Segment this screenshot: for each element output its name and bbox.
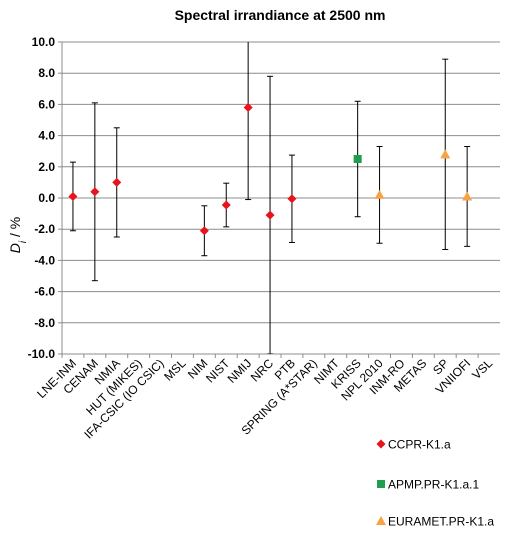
- y-tick-label: -2.0: [34, 222, 55, 236]
- marker: [440, 149, 451, 159]
- x-tick-label: NRC: [248, 356, 277, 385]
- legend-marker: [376, 439, 386, 449]
- legend-marker: [377, 480, 385, 488]
- marker: [90, 187, 100, 197]
- x-tick-label: MSL: [161, 356, 189, 384]
- marker: [287, 194, 297, 204]
- legend-label: APMP.PR-K1.a.1: [388, 478, 479, 492]
- y-tick-label: -6.0: [34, 285, 55, 299]
- marker: [68, 191, 78, 201]
- plot-area: [68, 42, 473, 354]
- marker: [353, 155, 362, 163]
- legend-marker: [376, 516, 386, 525]
- marker: [374, 189, 385, 199]
- marker: [243, 103, 253, 113]
- y-tick-label: 2.0: [38, 160, 55, 174]
- y-tick-label: 4.0: [38, 129, 55, 143]
- y-label-symbol: D: [7, 243, 23, 253]
- y-tick-label: 0.0: [38, 191, 55, 205]
- y-label-subscript: i: [18, 240, 29, 243]
- y-axis-label: Di / %: [7, 217, 29, 253]
- marker: [221, 200, 231, 210]
- y-tick-label: 6.0: [38, 97, 55, 111]
- y-tick-label: -4.0: [34, 253, 55, 267]
- chart-title: Spectral irrandiance at 2500 nm: [175, 7, 386, 23]
- marker: [462, 191, 473, 201]
- marker: [265, 210, 275, 220]
- x-tick-label: VSL: [469, 356, 495, 382]
- marker: [199, 226, 209, 236]
- y-tick-label: 8.0: [38, 66, 55, 80]
- y-tick-label: -10.0: [28, 347, 56, 361]
- x-tick-label: NMIJ: [225, 356, 255, 386]
- legend-label: CCPR-K1.a: [388, 438, 451, 452]
- legend-label: EURAMET.PR-K1.a: [388, 515, 494, 529]
- y-tick-label: 10.0: [32, 35, 56, 49]
- marker: [112, 177, 122, 187]
- y-label-unit: / %: [7, 217, 23, 241]
- y-tick-label: -8.0: [34, 316, 55, 330]
